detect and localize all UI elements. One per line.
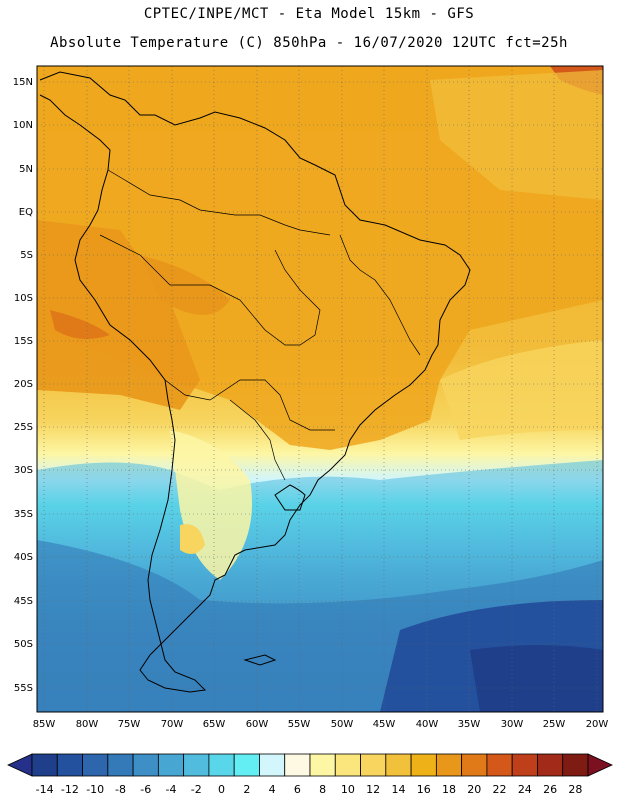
map-title-line-1: CPTEC/INPE/MCT - Eta Model 15km - GFS [143, 6, 475, 22]
latitude-label: EQ [19, 207, 33, 218]
colorbar-label: 22 [493, 783, 507, 796]
colorbar-swatch [233, 753, 260, 777]
latitude-label: 45S [14, 596, 33, 607]
colorbar-swatch [82, 753, 109, 777]
colorbar-label: 6 [294, 783, 301, 796]
longitude-label: 50W [331, 719, 354, 730]
map-frame [36, 65, 604, 713]
colorbar-swatch [511, 753, 538, 777]
latitude-label: 35S [14, 509, 33, 520]
latitude-label: 40S [14, 552, 33, 563]
coastline [39, 71, 471, 693]
latitude-label: 5S [20, 250, 33, 261]
longitude-label: 35W [458, 719, 481, 730]
longitude-label: 25W [543, 719, 566, 730]
latitude-labels: 15N 10N 5N EQ 5S 10S 15S 20S 25S 30S 35S 40S 45S 50S 5… [13, 77, 33, 694]
longitude-label: 80W [76, 719, 99, 730]
longitude-label: 75W [118, 719, 141, 730]
colorbar-label: -6 [140, 783, 151, 796]
latitude-label: 20S [14, 379, 33, 390]
colorbar-label: 24 [518, 783, 532, 796]
latitude-label: 25S [14, 422, 33, 433]
colorbar-swatch [486, 753, 513, 777]
colorbar-swatch [107, 753, 134, 777]
latitude-label: 55S [14, 683, 33, 694]
longitude-label: 70W [161, 719, 184, 730]
colorbar-swatch [309, 753, 336, 777]
colorbar-label: 20 [467, 783, 481, 796]
latitude-label: 30S [14, 465, 33, 476]
longitude-label: 85W [33, 719, 56, 730]
colorbar-swatch [284, 753, 311, 777]
colorbar-label: 16 [417, 783, 431, 796]
colorbar-label: -10 [86, 783, 104, 796]
colorbar-swatch [208, 753, 235, 777]
longitude-label: 30W [501, 719, 524, 730]
colorbar-label: 8 [319, 783, 326, 796]
colorbar-swatch [157, 753, 185, 777]
longitude-label: 40W [416, 719, 439, 730]
colorbar-swatch [31, 753, 58, 777]
temperature-field [37, 66, 603, 712]
longitude-labels: 85W 80W 75W 70W 65W 60W 55W 50W 45W 40W 35W 30W 25W 2… [33, 719, 609, 730]
colorbar-label: -14 [36, 783, 54, 796]
colorbar-swatch [360, 753, 387, 777]
colorbar-label: 10 [341, 783, 355, 796]
longitude-label: 45W [373, 719, 396, 730]
latitude-label: 10N [13, 120, 33, 131]
colorbar-label: 4 [269, 783, 276, 796]
colorbar-label: 14 [391, 783, 405, 796]
latitude-label: 10S [14, 293, 33, 304]
latitude-label: 15S [14, 336, 33, 347]
colorbar-over-arrow [587, 753, 613, 777]
colorbar-labels: -14 -12 -10 -8 -6 -4 -2 0 2 4 6 8 10 12 14 16 18 20 22 24 26… [36, 783, 583, 796]
colorbar-swatch [435, 753, 463, 777]
colorbar-label: 26 [543, 783, 557, 796]
colorbar-swatch [183, 753, 210, 777]
colorbar-swatch [334, 753, 361, 777]
longitude-label: 60W [246, 719, 269, 730]
colorbar-swatch [461, 753, 488, 777]
country-borders [99, 169, 421, 481]
colorbar-label: 12 [366, 783, 380, 796]
colorbar-label: -4 [166, 783, 177, 796]
longitude-label: 65W [203, 719, 226, 730]
colorbar-swatch [385, 753, 412, 777]
colorbar-swatch [410, 753, 437, 777]
colorbar [7, 753, 613, 777]
colorbar-swatch [537, 753, 564, 777]
colorbar-under-arrow [7, 753, 33, 777]
colorbar-swatch [562, 753, 589, 777]
latitude-label: 5N [19, 164, 33, 175]
latitude-label: 15N [13, 77, 33, 88]
colorbar-swatch [132, 753, 159, 777]
latitude-label: 50S [14, 639, 33, 650]
colorbar-label: -8 [115, 783, 126, 796]
longitude-label: 55W [288, 719, 311, 730]
colorbar-label: -2 [191, 783, 202, 796]
colorbar-swatch [56, 753, 83, 777]
longitude-label: 20W [586, 719, 609, 730]
colorbar-label: -12 [61, 783, 79, 796]
colorbar-label: 0 [218, 783, 225, 796]
colorbar-label: 28 [568, 783, 582, 796]
map-title-line-2: Absolute Temperature (C) 850hPa - 16/07/… [50, 35, 568, 51]
colorbar-label: 18 [442, 783, 456, 796]
colorbar-swatch [259, 753, 286, 777]
colorbar-label: 2 [243, 783, 250, 796]
